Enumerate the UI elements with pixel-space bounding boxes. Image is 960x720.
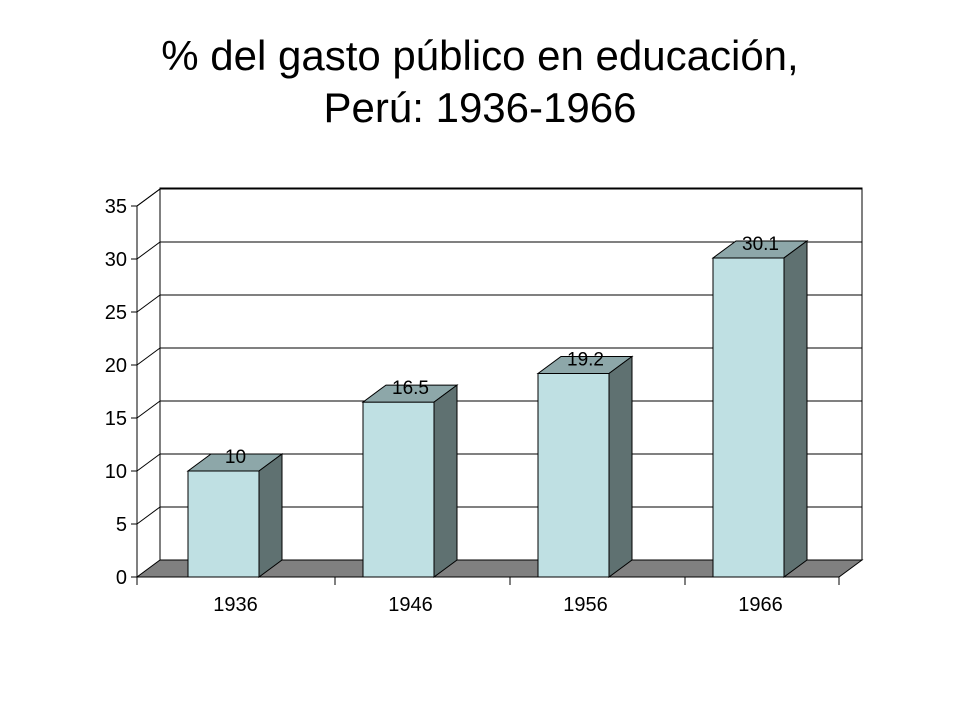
data-label: 16.5 [392,378,429,399]
gridline-depth [136,453,161,472]
gridline-depth [136,347,161,366]
bar-front [362,401,435,578]
y-tick-label: 20 [105,355,127,377]
y-tick-label: 25 [105,302,127,324]
x-tick-label: 1966 [738,594,783,616]
y-tick-label: 30 [105,249,127,271]
data-label: 30.1 [742,234,779,255]
chart-title: % del gasto público en educación, Perú: … [0,30,960,134]
chart-title-line2: Perú: 1936-1966 [323,84,637,131]
y-tick-label: 35 [105,196,127,218]
x-tick-label: 1956 [563,594,608,616]
bar-front [712,257,785,578]
gridline-depth [136,506,161,525]
y-tick-label: 15 [105,408,127,430]
bar-side [433,384,458,578]
data-label: 10 [225,447,246,468]
bar-side [258,453,283,578]
data-label: 19.2 [567,349,604,370]
bar-side [783,239,808,578]
chart-title-line1: % del gasto público en educación, [161,32,799,79]
bar-front [187,470,260,578]
x-tick-label: 1936 [213,594,258,616]
x-tick-label: 1946 [388,594,433,616]
gridline-depth [136,400,161,419]
gridline-depth [136,241,161,260]
y-tick-label: 10 [105,461,127,483]
y-axis-top-depth [136,188,161,207]
bar-side [608,355,633,578]
y-tick-label: 5 [116,514,127,536]
y-tick-label: 0 [116,567,127,589]
bar-front [537,372,610,578]
gridline-depth [136,294,161,313]
